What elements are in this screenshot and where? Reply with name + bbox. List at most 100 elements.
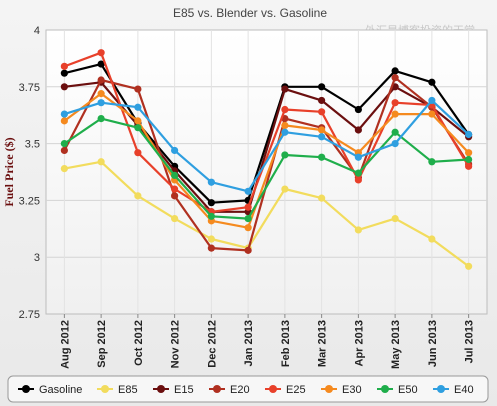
- data-point[interactable]: [354, 153, 362, 161]
- x-tick-label: Mar 2013: [317, 320, 329, 367]
- series-line-e15: [64, 81, 470, 213]
- data-point[interactable]: [244, 187, 252, 195]
- data-point[interactable]: [207, 212, 215, 220]
- legend-label: E15: [174, 384, 194, 396]
- data-point[interactable]: [391, 99, 399, 107]
- data-point[interactable]: [428, 235, 436, 243]
- data-point[interactable]: [244, 203, 252, 211]
- x-tick-label: Sep 2012: [96, 320, 108, 368]
- data-point[interactable]: [97, 99, 105, 107]
- data-point[interactable]: [97, 60, 105, 68]
- data-point[interactable]: [354, 105, 362, 114]
- data-point[interactable]: [465, 162, 473, 170]
- data-point[interactable]: [318, 126, 326, 134]
- x-tick-label: Jul 2013: [464, 320, 476, 363]
- data-point[interactable]: [244, 214, 252, 223]
- data-point[interactable]: [428, 96, 436, 105]
- data-point[interactable]: [60, 164, 68, 173]
- data-point[interactable]: [171, 185, 179, 193]
- data-point[interactable]: [465, 149, 473, 157]
- legend-swatch-marker: [381, 385, 389, 393]
- legend: Gasoline E85 E15 E20 E25 E30 E50 E40: [7, 375, 489, 403]
- data-point[interactable]: [465, 155, 473, 164]
- data-point[interactable]: [391, 110, 399, 118]
- data-point[interactable]: [354, 226, 362, 234]
- data-point[interactable]: [391, 214, 399, 223]
- legend-item-e25[interactable]: E25: [265, 384, 306, 396]
- data-point[interactable]: [60, 62, 68, 70]
- legend-item-gasoline[interactable]: Gasoline: [18, 384, 82, 396]
- data-point[interactable]: [134, 192, 142, 200]
- data-point[interactable]: [391, 74, 399, 82]
- data-point[interactable]: [97, 90, 105, 98]
- x-tick-label: Oct 2012: [133, 320, 145, 366]
- data-point[interactable]: [171, 192, 179, 200]
- data-point[interactable]: [171, 214, 179, 223]
- y-tick-label: 4: [34, 25, 40, 37]
- y-tick-label: 3.75: [19, 82, 40, 94]
- data-point[interactable]: [97, 115, 105, 123]
- data-point[interactable]: [60, 117, 68, 125]
- data-point[interactable]: [134, 103, 142, 111]
- data-point[interactable]: [60, 69, 68, 77]
- data-point[interactable]: [281, 128, 289, 136]
- data-point[interactable]: [318, 133, 326, 141]
- x-tick-label: Jun 2013: [427, 320, 439, 367]
- data-point[interactable]: [281, 185, 289, 193]
- legend-label: E50: [398, 384, 418, 396]
- legend-item-e30[interactable]: E30: [321, 384, 362, 396]
- data-point[interactable]: [244, 224, 252, 232]
- data-point[interactable]: [428, 158, 436, 166]
- data-point[interactable]: [134, 117, 142, 125]
- data-point[interactable]: [281, 85, 289, 93]
- data-point[interactable]: [207, 178, 215, 186]
- data-point[interactable]: [354, 126, 362, 134]
- x-tick-label: Dec 2012: [206, 320, 218, 368]
- data-point[interactable]: [391, 128, 399, 136]
- data-point[interactable]: [465, 130, 473, 139]
- data-point[interactable]: [465, 262, 473, 270]
- data-point[interactable]: [391, 140, 399, 148]
- data-point[interactable]: [207, 244, 215, 252]
- legend-item-e50[interactable]: E50: [377, 384, 418, 396]
- data-point[interactable]: [281, 105, 289, 114]
- data-point[interactable]: [134, 85, 142, 93]
- data-point[interactable]: [207, 235, 215, 243]
- data-point[interactable]: [97, 158, 105, 166]
- data-point[interactable]: [318, 108, 326, 116]
- data-point[interactable]: [281, 151, 289, 159]
- series-line-e30: [63, 92, 470, 229]
- data-point[interactable]: [60, 110, 68, 118]
- data-point[interactable]: [134, 149, 142, 157]
- legend-item-e15[interactable]: E15: [153, 384, 194, 396]
- data-point[interactable]: [97, 76, 105, 84]
- data-point[interactable]: [97, 49, 105, 57]
- series-e40: [60, 96, 473, 195]
- data-point[interactable]: [60, 146, 68, 155]
- data-point[interactable]: [244, 246, 252, 254]
- data-point[interactable]: [318, 83, 326, 91]
- data-point[interactable]: [60, 83, 68, 91]
- data-point[interactable]: [171, 171, 179, 180]
- data-point[interactable]: [134, 124, 142, 132]
- legend-label: E40: [454, 384, 474, 396]
- data-point[interactable]: [354, 176, 362, 184]
- data-point[interactable]: [207, 199, 215, 207]
- legend-swatch-marker: [213, 385, 221, 393]
- data-point[interactable]: [428, 78, 436, 86]
- legend-item-e85[interactable]: E85: [97, 384, 138, 396]
- legend-item-e40[interactable]: E40: [433, 384, 474, 396]
- data-point[interactable]: [354, 169, 362, 177]
- legend-item-e20[interactable]: E20: [209, 384, 250, 396]
- series-e25: [60, 49, 473, 216]
- data-point[interactable]: [60, 140, 68, 148]
- data-point[interactable]: [318, 96, 326, 105]
- data-point[interactable]: [318, 153, 326, 161]
- data-point[interactable]: [281, 121, 289, 130]
- data-point[interactable]: [428, 110, 436, 118]
- data-point[interactable]: [171, 146, 179, 155]
- data-point[interactable]: [318, 194, 326, 202]
- y-tick-label: 2.75: [19, 309, 40, 321]
- data-point[interactable]: [391, 67, 399, 75]
